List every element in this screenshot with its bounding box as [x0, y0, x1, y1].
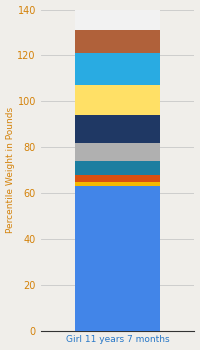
Bar	[75, 182, 160, 186]
Bar	[75, 186, 160, 331]
Bar	[75, 175, 160, 182]
Bar	[75, 85, 160, 115]
Bar	[75, 30, 160, 53]
Bar	[75, 115, 160, 142]
Bar	[75, 9, 160, 30]
Bar	[75, 142, 160, 161]
Bar	[75, 161, 160, 175]
Bar	[75, 53, 160, 85]
Y-axis label: Percentile Weight in Pounds: Percentile Weight in Pounds	[6, 107, 15, 233]
